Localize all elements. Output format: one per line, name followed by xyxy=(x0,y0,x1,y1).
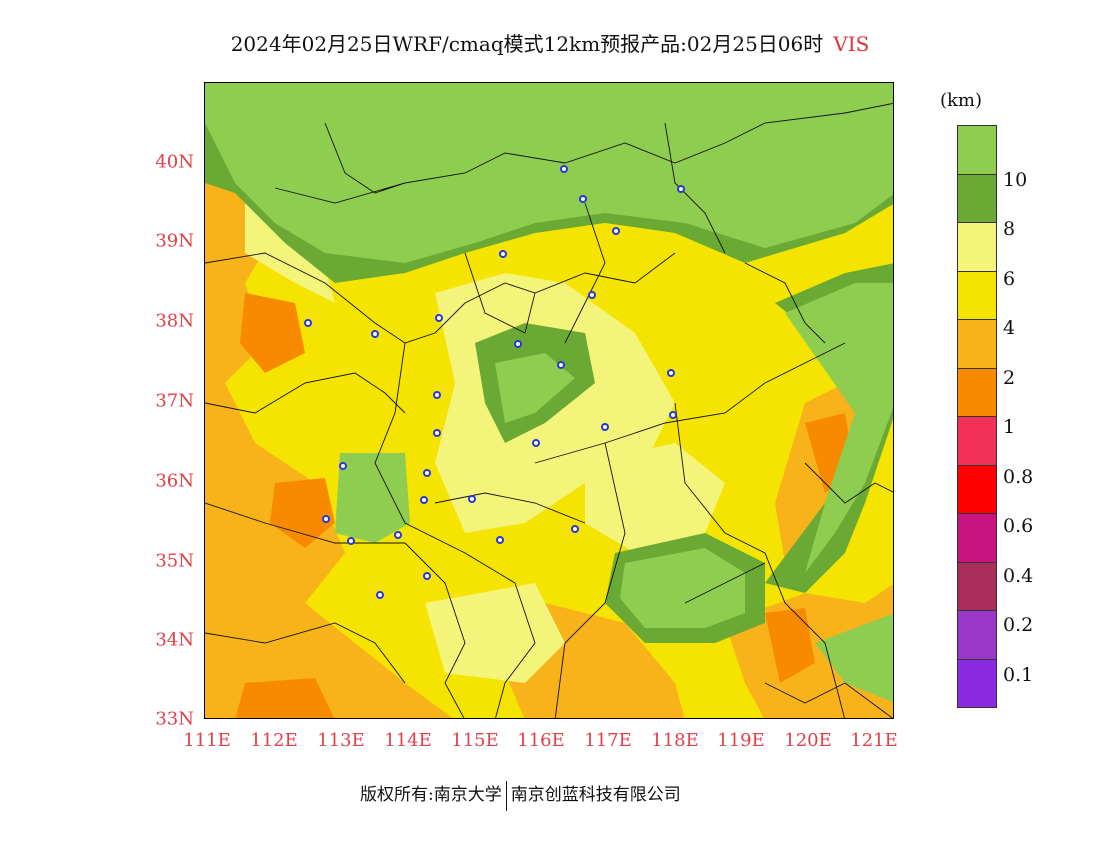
legend-unit: (km) xyxy=(940,90,983,111)
lat-label: 33N xyxy=(155,708,194,730)
color-bar-segment xyxy=(957,125,997,175)
color-bar-label: 0.2 xyxy=(1003,614,1034,636)
lon-label: 121E xyxy=(850,730,898,751)
vis-1-2-pocket xyxy=(240,293,305,373)
vis-over-10-west xyxy=(335,453,410,543)
color-bar-label: 8 xyxy=(1003,218,1016,240)
copyright-right: 南京创蓝科技有限公司 xyxy=(510,785,681,805)
color-bar-segment xyxy=(957,610,997,660)
lon-label: 111E xyxy=(183,730,231,751)
lon-label: 118E xyxy=(651,730,699,751)
visibility-map xyxy=(204,82,894,719)
admin-borders xyxy=(205,102,893,718)
color-bar-label: 0.4 xyxy=(1003,564,1034,587)
footer-divider xyxy=(505,780,507,811)
lon-label: 119E xyxy=(717,730,765,751)
color-bar-segment xyxy=(957,222,997,272)
color-bar-label: 0.1 xyxy=(1003,663,1034,686)
lat-label: 35N xyxy=(155,550,194,572)
vis-over-10-east xyxy=(785,283,893,573)
title-main: 2024年02月25日WRF/cmaq模式12km预报产品:02月25日06时 xyxy=(230,32,824,56)
vis-2-4-west xyxy=(205,123,453,718)
color-bar-segment xyxy=(957,658,997,708)
color-bar-segment xyxy=(957,561,997,611)
copyright-footer: 版权所有:南京大学 南京创蓝科技有限公司 xyxy=(360,780,681,811)
lat-label: 34N xyxy=(155,629,194,651)
lon-label: 120E xyxy=(784,730,832,751)
vis-1-2-pocket xyxy=(270,478,335,548)
color-bar-segment xyxy=(957,319,997,369)
color-bar-segment xyxy=(957,367,997,417)
lon-label: 112E xyxy=(250,730,298,751)
lon-label: 113E xyxy=(317,730,365,751)
map-canvas xyxy=(205,83,893,718)
color-bar-label: 6 xyxy=(1003,267,1016,290)
color-bar-label: 4 xyxy=(1003,317,1016,339)
color-bar xyxy=(957,125,997,708)
vis-over-10-south xyxy=(620,548,745,628)
lat-label: 39N xyxy=(155,230,194,252)
lat-label: 40N xyxy=(155,151,194,173)
vis-1-2-pocket xyxy=(235,678,335,718)
vis-over-10-center xyxy=(495,353,575,423)
color-bar-label: 2 xyxy=(1003,366,1016,389)
color-bar-label: 10 xyxy=(1003,168,1028,191)
title-variable: VIS xyxy=(833,32,870,56)
color-bar-segment xyxy=(957,416,997,466)
color-bar-segment xyxy=(957,270,997,320)
lat-label: 38N xyxy=(155,310,194,332)
vis-over-10-north xyxy=(205,83,893,263)
vis-6-8-south xyxy=(425,583,565,683)
lon-label: 114E xyxy=(384,730,432,751)
vis-1-2-pocket xyxy=(765,608,815,683)
color-bar-segment xyxy=(957,464,997,514)
color-bar-label: 1 xyxy=(1003,416,1016,438)
color-bar-label: 0.6 xyxy=(1003,515,1034,537)
vis-over-10-southeast xyxy=(815,613,893,703)
lat-label: 36N xyxy=(155,470,194,492)
color-bar-segment xyxy=(957,173,997,223)
copyright-left: 版权所有:南京大学 xyxy=(360,785,502,805)
lon-label: 115E xyxy=(451,730,499,751)
vis-6-8-band xyxy=(585,443,725,553)
lon-label: 116E xyxy=(517,730,565,751)
lat-label: 37N xyxy=(155,390,194,412)
lon-label: 117E xyxy=(584,730,632,751)
map-title: 2024年02月25日WRF/cmaq模式12km预报产品:02月25日06时 V… xyxy=(0,28,1100,57)
city-markers xyxy=(304,165,685,599)
vis-6-8-west xyxy=(245,203,335,303)
color-bar-segment xyxy=(957,513,997,563)
color-bar-label: 0.8 xyxy=(1003,465,1034,488)
